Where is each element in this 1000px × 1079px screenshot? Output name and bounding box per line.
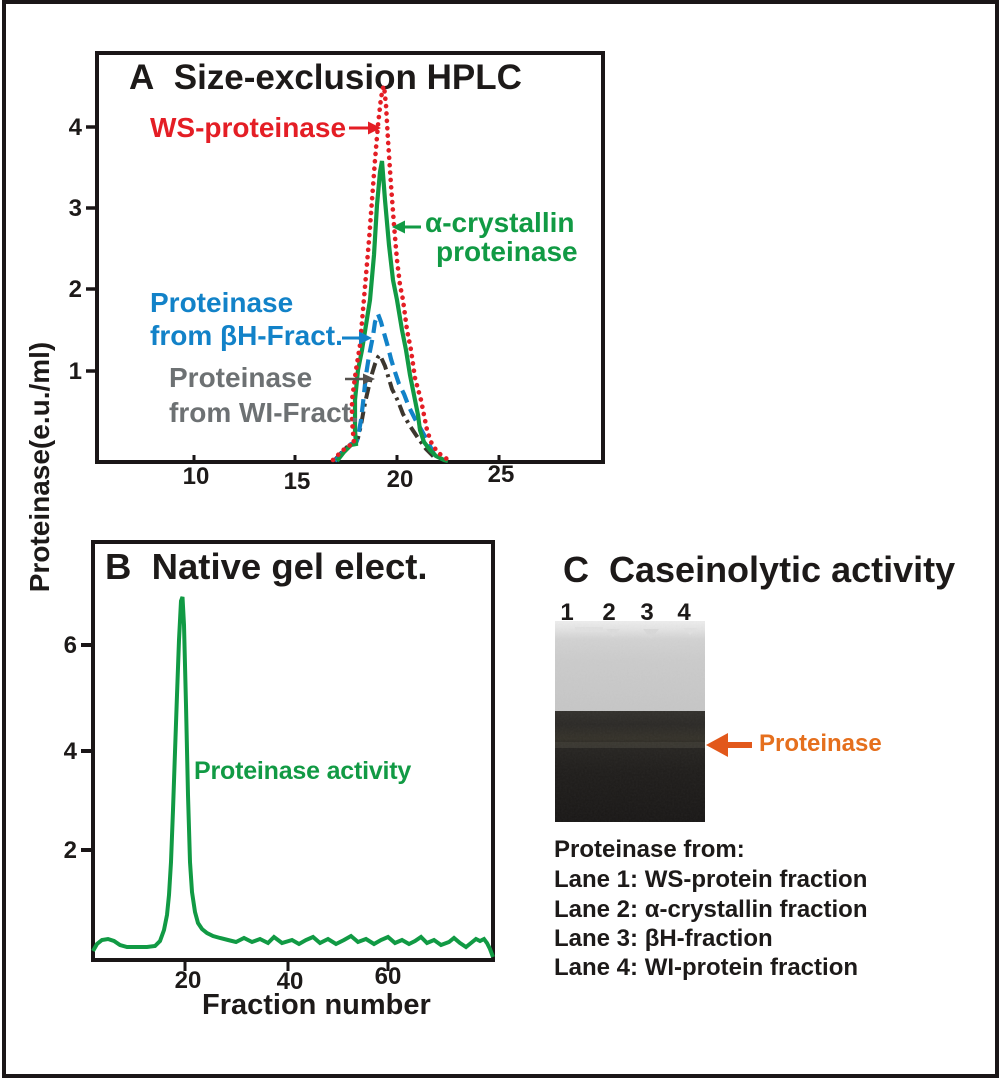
svg-text:3: 3 bbox=[69, 195, 82, 222]
svg-text:2: 2 bbox=[69, 276, 82, 303]
svg-text:α-crystallin: α-crystallin bbox=[425, 207, 575, 238]
svg-text:2: 2 bbox=[602, 599, 615, 626]
svg-text:4: 4 bbox=[69, 114, 83, 141]
svg-text:2: 2 bbox=[64, 837, 77, 864]
svg-text:15: 15 bbox=[284, 468, 311, 495]
svg-text:Lane 3: βH-fraction: Lane 3: βH-fraction bbox=[554, 925, 773, 952]
svg-text:Lane 2: α-crystallin fraction: Lane 2: α-crystallin fraction bbox=[554, 896, 868, 923]
svg-text:60: 60 bbox=[375, 963, 402, 990]
svg-text:WS-proteinase: WS-proteinase bbox=[150, 112, 346, 143]
svg-text:proteinase: proteinase bbox=[436, 236, 578, 267]
svg-text:1: 1 bbox=[69, 358, 82, 385]
svg-text:4: 4 bbox=[677, 599, 691, 626]
svg-text:Proteinase: Proteinase bbox=[150, 287, 293, 318]
svg-text:Proteinase activity: Proteinase activity bbox=[194, 757, 411, 785]
svg-text:Fraction number: Fraction number bbox=[202, 989, 431, 1021]
svg-text:from WI-Fract.: from WI-Fract. bbox=[169, 397, 359, 428]
svg-text:20: 20 bbox=[175, 967, 202, 994]
svg-text:40: 40 bbox=[277, 968, 304, 995]
svg-text:1: 1 bbox=[560, 599, 573, 626]
svg-text:Proteinase(e.u./ml): Proteinase(e.u./ml) bbox=[24, 342, 55, 593]
svg-text:Proteinase: Proteinase bbox=[759, 730, 882, 757]
svg-text:from βH-Fract.: from βH-Fract. bbox=[150, 320, 343, 351]
svg-text:4: 4 bbox=[64, 738, 78, 765]
svg-text:3: 3 bbox=[640, 599, 653, 626]
svg-text:Lane 1: WS-protein fraction: Lane 1: WS-protein fraction bbox=[554, 866, 867, 893]
svg-text:Proteinase: Proteinase bbox=[169, 362, 312, 393]
svg-text:A Size-exclusion HPLC: A Size-exclusion HPLC bbox=[129, 58, 522, 97]
svg-text:20: 20 bbox=[387, 466, 414, 493]
svg-text:Lane 4: WI-protein fraction: Lane 4: WI-protein fraction bbox=[554, 954, 858, 981]
svg-text:C Caseinolytic activity: C Caseinolytic activity bbox=[563, 549, 955, 590]
svg-text:6: 6 bbox=[64, 632, 77, 659]
svg-text:25: 25 bbox=[488, 461, 515, 488]
svg-text:Proteinase from:: Proteinase from: bbox=[554, 836, 745, 863]
svg-text:10: 10 bbox=[183, 463, 210, 490]
svg-text:B Native gel elect.: B Native gel elect. bbox=[105, 546, 428, 587]
